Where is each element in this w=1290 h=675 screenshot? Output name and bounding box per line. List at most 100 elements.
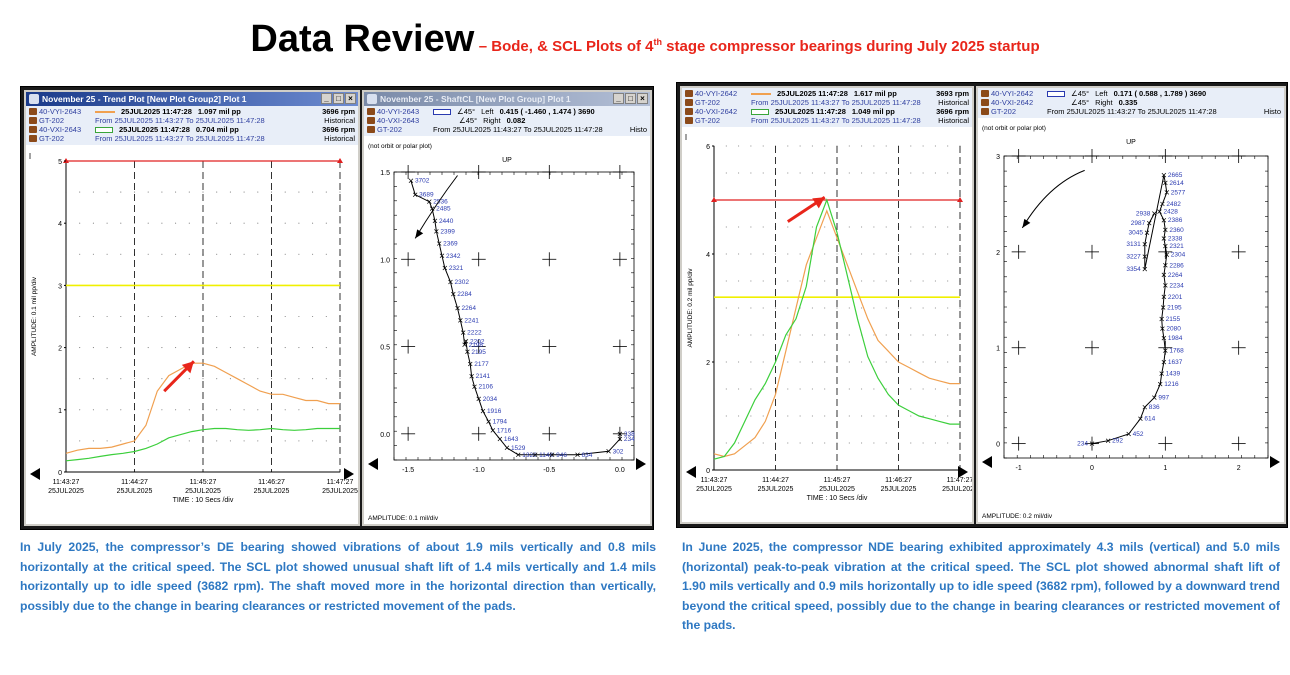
plot-note: (not orbit or polar plot) xyxy=(368,143,432,150)
y-axis-title: AMPLITUDE: 0.1 mil pp/div xyxy=(31,276,38,356)
left-scl-plot[interactable]: (not orbit or polar plot) UP -1.5 -1.0 -0.5 0… xyxy=(364,138,650,524)
grid-dot xyxy=(762,334,764,336)
grid-dot xyxy=(325,409,327,411)
grid-dot xyxy=(787,334,789,336)
rpm-label: 997 xyxy=(1158,395,1169,402)
slide-title: Data Review – Bode, & SCL Plots of 4th s… xyxy=(0,18,1290,61)
left-scl-window[interactable]: November 25 - ShaftCL [New Plot Group] P… xyxy=(362,90,652,526)
grid-dot xyxy=(188,222,190,224)
grid-dot xyxy=(934,145,936,147)
grid-dot xyxy=(79,315,81,318)
data-point-marker xyxy=(458,318,463,323)
left-scl-chart[interactable]: (not orbit or polar plot) UP -1.5 -1.0 -0.5 0… xyxy=(364,138,650,524)
grid-dot xyxy=(873,361,875,363)
scroll-right-icon[interactable] xyxy=(958,466,968,478)
grid-dot xyxy=(910,361,912,363)
rpm-label: 292 xyxy=(1112,438,1123,445)
scroll-left-icon[interactable] xyxy=(686,466,696,478)
rpm-label: 2302 xyxy=(454,279,469,286)
grid-dot xyxy=(762,253,764,255)
window-controls: _ □ × xyxy=(613,93,648,104)
grid-dot xyxy=(910,334,912,336)
grid-dot xyxy=(848,334,850,336)
y-tick-label: 2 xyxy=(58,346,62,353)
x-tick-label: 11:44:27 xyxy=(121,479,148,486)
left-trend-chart[interactable]: 0 1 2 3 4 5 11:43:27 25JUL2025 11:44:27 25JUL2025… xyxy=(26,149,358,524)
data-point-marker xyxy=(1163,263,1168,268)
grid-dot xyxy=(811,334,813,336)
grid-dot xyxy=(229,440,231,442)
grid-dot xyxy=(750,226,752,228)
grid-dot xyxy=(861,388,863,390)
x-tick-label: -1 xyxy=(1016,465,1022,472)
grid-dot xyxy=(270,347,273,349)
data-point-marker xyxy=(1161,217,1167,223)
grid-dot xyxy=(133,347,136,349)
scroll-left-icon[interactable] xyxy=(30,468,40,480)
close-icon[interactable]: × xyxy=(637,93,648,104)
left-scl-titlebar[interactable]: November 25 - ShaftCL [New Plot Group] P… xyxy=(364,92,650,106)
scroll-right-icon[interactable] xyxy=(1270,456,1280,468)
right-scl-chart[interactable]: (not orbit or polar plot) UP -1 0 1 2 0 1 2 3 2665… xyxy=(978,120,1284,522)
scroll-right-icon[interactable] xyxy=(636,458,646,470)
rpm-label: 302 xyxy=(613,448,624,455)
rpm-label: 234 xyxy=(624,436,635,443)
grid-dot xyxy=(725,253,727,255)
grid-dot xyxy=(216,253,218,255)
left-trend-plot[interactable]: 0 1 2 3 4 5 11:43:27 25JUL2025 11:44:27 25JUL2025… xyxy=(26,149,358,524)
grid-dot xyxy=(934,253,936,255)
maximize-icon[interactable]: □ xyxy=(333,93,344,104)
rpm-label: 234 xyxy=(1077,441,1088,448)
data-point-marker xyxy=(436,241,442,246)
grid-dot xyxy=(799,145,801,147)
grid-dot xyxy=(750,442,752,444)
grid-dot xyxy=(910,307,912,309)
grid-dot xyxy=(922,415,924,417)
window-icon xyxy=(367,94,377,104)
scroll-left-icon[interactable] xyxy=(982,456,992,468)
right-scl-plot[interactable]: (not orbit or polar plot) UP -1 0 1 2 0 1 2 3 2665… xyxy=(978,120,1284,522)
left-trend-titlebar[interactable]: November 25 - Trend Plot [New Plot Group… xyxy=(26,92,358,106)
grid-dot xyxy=(79,253,81,255)
grid-dot xyxy=(175,191,177,193)
right-scl-window[interactable]: 40-VYI-2642 ∠45° Left 0.171 ( 0.588 , 1.… xyxy=(976,86,1286,524)
close-icon[interactable]: × xyxy=(345,93,356,104)
grid-dot xyxy=(147,191,149,193)
data-point-marker xyxy=(1164,252,1170,257)
scroll-left-icon[interactable] xyxy=(368,458,378,470)
grid-dot xyxy=(325,191,327,193)
grid-dot xyxy=(811,361,813,363)
minimize-icon[interactable]: _ xyxy=(613,93,624,104)
rpm-label: 1637 xyxy=(1168,359,1183,366)
grid-dot xyxy=(885,253,887,255)
lt-rpm-2: 3696 rpm xyxy=(322,125,355,134)
x-tick-label: 11:46:27 xyxy=(885,477,912,484)
maximize-icon[interactable]: □ xyxy=(625,93,636,104)
x-axis-title: TIME : 10 Secs /div xyxy=(807,495,868,502)
rpm-label: 2485 xyxy=(436,206,451,213)
left-trend-window[interactable]: November 25 - Trend Plot [New Plot Group… xyxy=(24,90,360,526)
ls-side-2: Right xyxy=(483,116,501,125)
grid-dot xyxy=(934,172,936,174)
grid-dot xyxy=(799,442,801,444)
data-point-marker xyxy=(606,449,611,454)
grid-dot xyxy=(79,347,81,349)
right-trend-window[interactable]: 40-VYI-2642 25JUL2025 11:47:28 1.617 mil… xyxy=(680,86,974,524)
scroll-right-icon[interactable] xyxy=(344,468,354,480)
minimize-icon[interactable]: _ xyxy=(321,93,332,104)
lt-time-1: 25JUL2025 11:47:28 xyxy=(121,107,192,116)
rt-value-1: 1.617 mil pp xyxy=(853,89,897,98)
right-trend-plot[interactable]: 0 2 4 6 11:43:27 25JUL2025 11:44:27 25JUL2025 11… xyxy=(682,130,972,522)
data-point-marker xyxy=(432,218,438,224)
grid-dot xyxy=(243,222,245,224)
grid-dot xyxy=(811,226,813,228)
right-trend-chart[interactable]: 0 2 4 6 11:43:27 25JUL2025 11:44:27 25JUL2025 11… xyxy=(682,130,972,522)
rt-value-2: 1.049 mil pp xyxy=(851,107,895,116)
data-point-marker xyxy=(1144,230,1150,235)
grid-dot xyxy=(922,172,924,174)
grid-dot xyxy=(257,253,259,255)
slide-subtitle: – Bode, & SCL Plots of 4th stage compres… xyxy=(478,37,1040,55)
grid-dot xyxy=(106,222,108,224)
grid-dot xyxy=(762,307,764,309)
rt-time-2: 25JUL2025 11:47:28 xyxy=(775,107,846,116)
